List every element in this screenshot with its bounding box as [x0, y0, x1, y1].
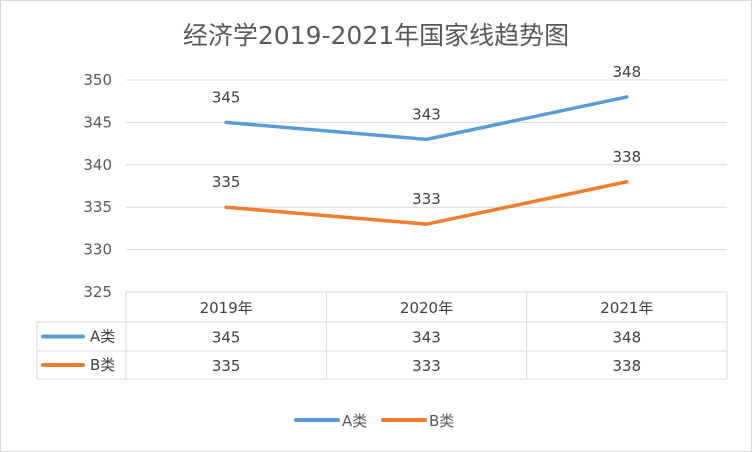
data-label: 345: [212, 88, 241, 106]
table-series-name: A类: [90, 328, 115, 346]
y-tick-label: 350: [83, 71, 112, 89]
y-tick-label: 325: [83, 283, 112, 301]
x-category-label: 2020年: [400, 299, 453, 317]
table-cell: 348: [613, 329, 642, 347]
series-line: [224, 95, 629, 142]
series-line: [224, 180, 629, 226]
data-label: 348: [613, 63, 642, 81]
legend-label: A类: [342, 412, 367, 430]
table-cell: 338: [613, 357, 642, 375]
legend-label: B类: [429, 412, 454, 430]
x-category-label: 2021年: [600, 299, 653, 317]
table-cell: 333: [412, 357, 441, 375]
data-label: 335: [212, 173, 241, 191]
table-cell: 335: [212, 357, 241, 375]
table-cell: 343: [412, 329, 441, 347]
x-category-label: 2019年: [200, 299, 253, 317]
chart-title: 经济学2019-2021年国家线趋势图: [182, 21, 570, 50]
data-label: 333: [412, 190, 441, 208]
table-series-name: B类: [90, 356, 115, 374]
y-tick-label: 335: [83, 198, 112, 216]
table-cell: 345: [212, 329, 241, 347]
data-label: 343: [412, 105, 441, 123]
y-tick-label: 340: [83, 156, 112, 174]
y-tick-label: 345: [83, 113, 112, 131]
data-label: 338: [613, 148, 642, 166]
y-tick-label: 330: [83, 241, 112, 259]
